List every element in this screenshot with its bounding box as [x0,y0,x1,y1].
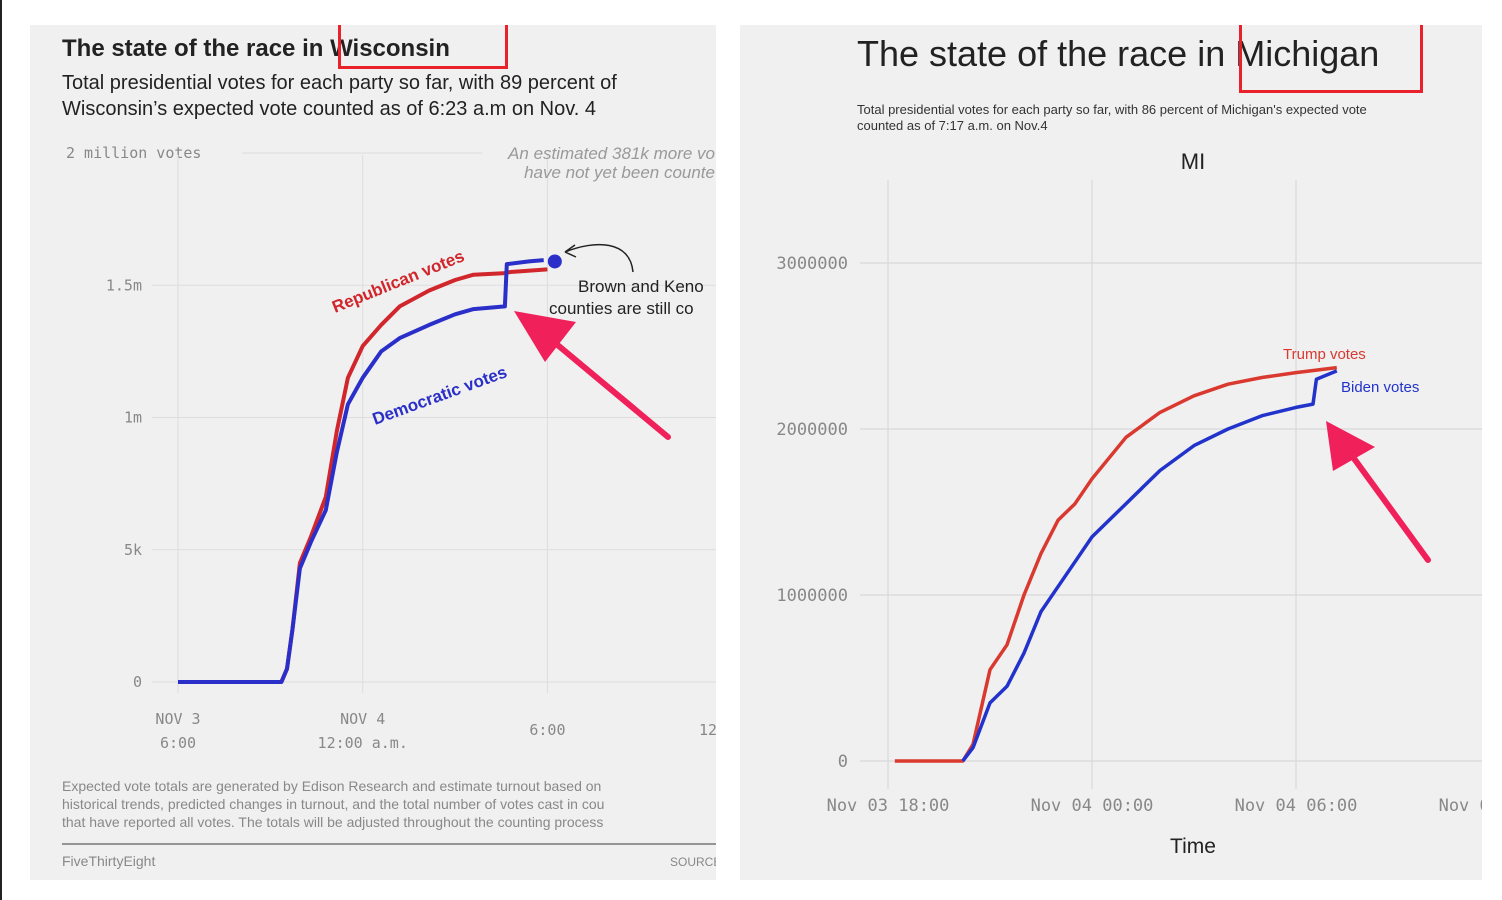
michigan-trump-line [894,365,1338,763]
wisconsin-highlight-box [338,25,508,69]
michigan-subtitle-line1: Total presidential votes for each party … [857,102,1367,117]
wisconsin-subtitle-line1: Total presidential votes for each party … [62,72,617,94]
wisconsin-x-tick-label: 6:00 [529,721,565,739]
wisconsin-callout-line1: Brown and Keno [578,277,704,296]
wisconsin-y-tick-label: 1m [124,409,142,427]
wisconsin-x-tick-label: 6:00 [160,734,196,752]
wisconsin-panel: The state of the race in Wisconsin Total… [30,25,716,880]
wisconsin-source-link[interactable]: SOURCE [670,855,716,869]
michigan-chart: MI 0 1000000 2000000 3000000 Nov 03 18:00 Nov… [776,149,1482,858]
michigan-pointer-arrowhead [1326,421,1375,471]
wisconsin-democratic-line [178,258,544,684]
michigan-biden-line [961,369,1338,763]
michigan-trump-label: Trump votes [1283,346,1366,363]
wisconsin-y-tick-label: 5k [124,541,142,559]
michigan-biden-label: Biden votes [1341,379,1419,396]
michigan-x-tick-label: Nov 04 00:00 [1031,796,1154,816]
michigan-title-state: Michigan [1235,33,1380,74]
wisconsin-chart: 0 5k 1m 1.5m 2 million votes NOV 3 6:00 NOV 4 12… [62,144,716,869]
wisconsin-title-state: Wisconsin [330,35,450,62]
michigan-title-prefix: The state of the race in [857,33,1236,74]
wisconsin-y-tick-label: 0 [133,673,142,691]
wisconsin-title-prefix: The state of the race in [62,35,331,62]
wisconsin-x-tick-label: NOV 4 [340,710,385,728]
wisconsin-footnote-line1: Expected vote totals are generated by Ed… [62,778,601,794]
wisconsin-subtitle-line2: Wisconsin’s expected vote counted as of … [62,98,597,120]
wisconsin-title: The state of the race in Wisconsin [62,35,450,63]
michigan-y-tick-label: 2000000 [776,420,848,440]
michigan-title: The state of the race in Michigan [857,33,1379,75]
wisconsin-x-tick-label: NOV 3 [155,710,200,728]
window-edge [0,0,2,900]
michigan-y-tick-label: 3000000 [776,254,848,274]
wisconsin-callout-arrowhead [564,244,577,258]
wisconsin-y-tick-label: 2 million votes [66,144,201,162]
michigan-x-tick-label: Nov 03 18:00 [827,796,950,816]
michigan-x-axis-label: Time [1170,835,1216,858]
wisconsin-note-line1: An estimated 381k more vo [507,144,715,163]
wisconsin-footnote-line2: historical trends, predicted changes in … [62,796,604,812]
michigan-subtitle: Total presidential votes for each party … [857,102,1482,134]
michigan-highlight-box [1239,25,1423,93]
wisconsin-note-line2: have not yet been counte [524,163,715,182]
wisconsin-pointer-arrow-shaft [545,334,671,440]
michigan-pointer-arrow-shaft [1347,450,1431,563]
wisconsin-callout-line2: counties are still co [549,299,694,318]
wisconsin-x-tick-label: 12 [699,721,716,739]
wisconsin-endpoint-dot [547,254,562,269]
wisconsin-footnote-line3: that have reported all votes. The totals… [62,814,603,830]
wisconsin-subtitle: Total presidential votes for each party … [62,70,712,122]
michigan-y-tick-label: 1000000 [776,586,848,606]
wisconsin-y-tick-label: 1.5m [106,276,142,294]
wisconsin-brand: FiveThirtyEight [62,853,155,869]
michigan-x-tick-label: Nov 04 06:00 [1235,796,1358,816]
wisconsin-pointer-arrowhead [514,311,576,362]
michigan-subtitle-line2: counted as of 7:17 a.m. on Nov.4 [857,118,1048,133]
wisconsin-x-tick-label: 12:00 a.m. [318,734,408,752]
wisconsin-callout-arrow [564,243,634,273]
michigan-x-tick-label: Nov 04 12:00 [1439,796,1482,816]
michigan-chart-title: MI [1181,149,1205,174]
michigan-y-tick-label: 0 [838,752,848,772]
